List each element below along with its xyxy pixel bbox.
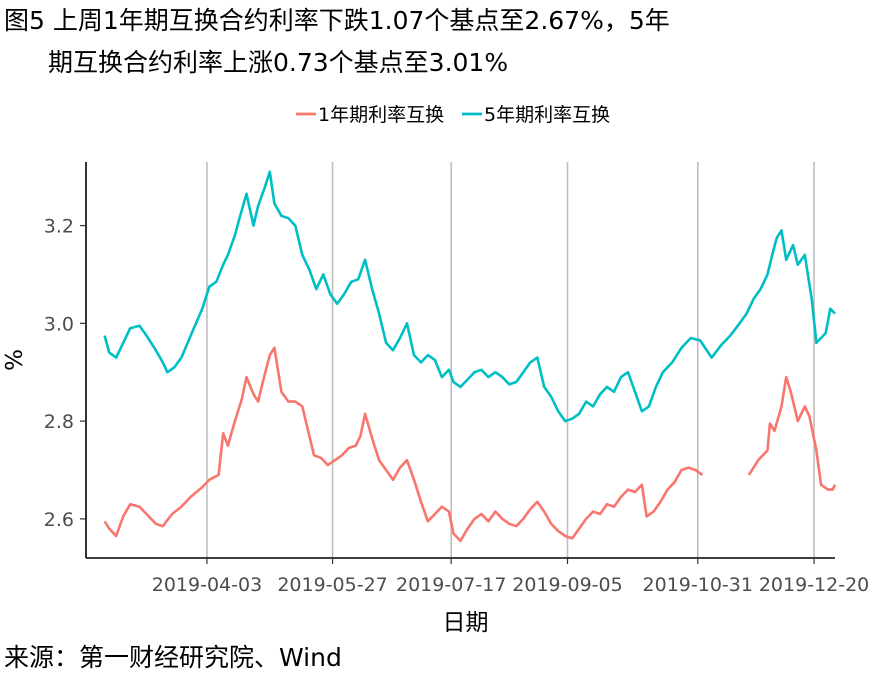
legend-item-5y-label: 5年期利率互换: [484, 104, 610, 126]
axes: [80, 162, 835, 564]
x-tick-label: 2019-10-31: [643, 574, 753, 596]
series-line-5y: [103, 170, 836, 423]
x-tick-label: 2019-07-17: [396, 574, 506, 596]
chart-title-line-2: 期互换合约利率上涨0.73个基点至3.01%: [48, 48, 509, 77]
source-note: 来源：第一财经研究院、Wind: [4, 643, 342, 672]
y-axis-title: %: [2, 349, 28, 371]
series-lines: [103, 170, 837, 543]
series-line-1y: [103, 346, 837, 543]
legend-item-1y-label: 1年期利率互换: [318, 104, 444, 126]
chart-title-line-1: 图5 上周1年期互换合约利率下跌1.07个基点至2.67%，5年: [4, 6, 670, 35]
x-tick-label: 2019-09-05: [512, 574, 622, 596]
x-tick-label: 2019-04-03: [152, 574, 262, 596]
y-tick-label: 2.6: [44, 509, 74, 531]
y-tick-label: 3.0: [44, 313, 74, 335]
y-tick-label: 3.2: [44, 216, 74, 238]
x-axis-title: 日期: [443, 610, 489, 636]
y-tick-label: 2.8: [44, 411, 74, 433]
line-chart: 1年期利率互换 5年期利率互换 2.6 2.8 3.0 3.2 2019-04-03 201…: [2, 104, 869, 636]
grid-lines: [206, 162, 815, 558]
x-tick-label: 2019-05-27: [277, 574, 387, 596]
x-tick-label: 2019-12-20: [759, 574, 869, 596]
axis-labels: 2.6 2.8 3.0 3.2 2019-04-03 2019-05-27 2019-07-…: [2, 216, 869, 636]
legend: 1年期利率互换 5年期利率互换: [296, 104, 610, 126]
